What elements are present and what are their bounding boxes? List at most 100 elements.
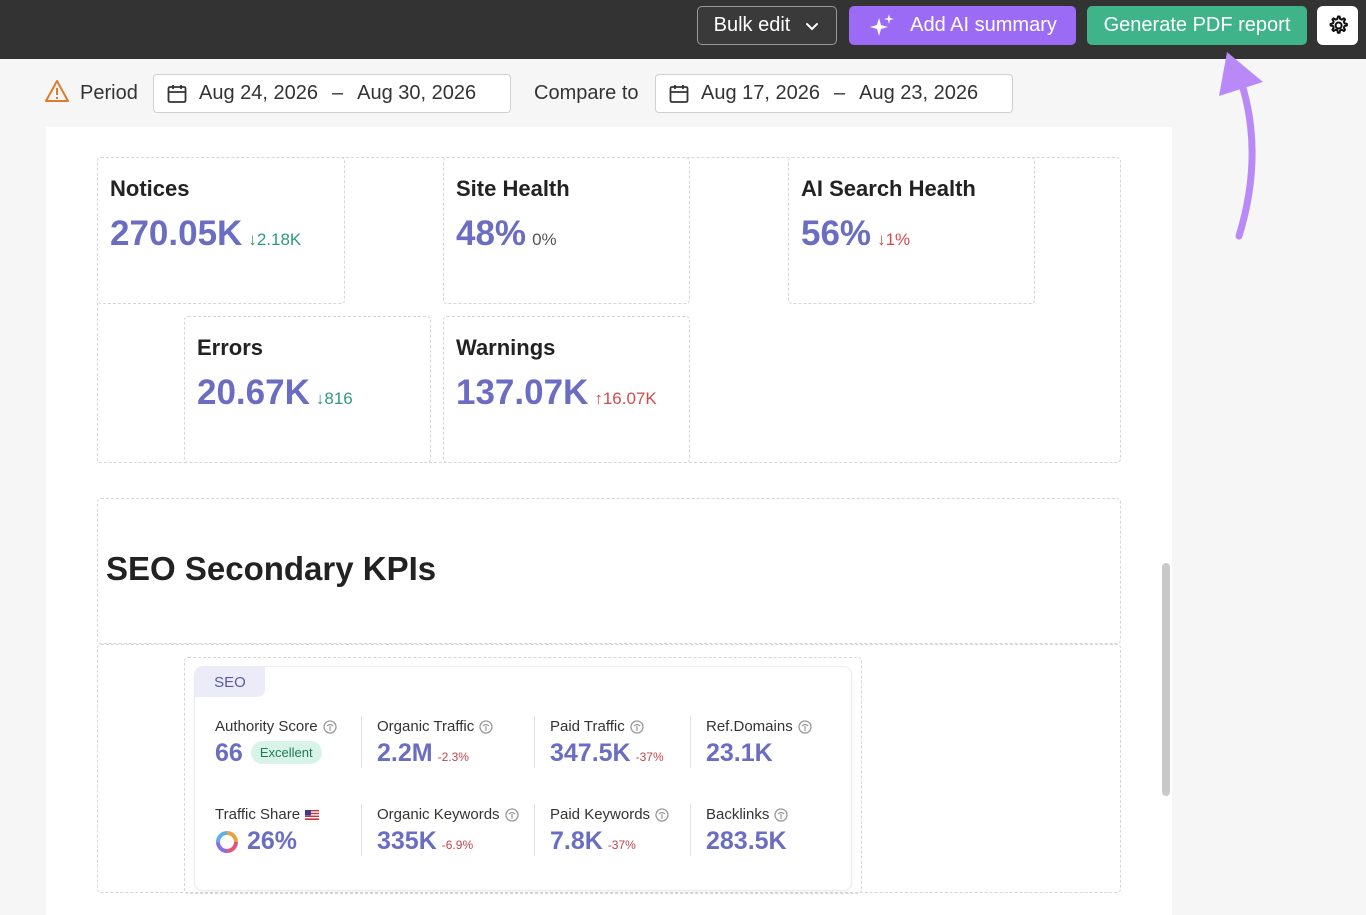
organic-keywords-value: 335K — [377, 827, 437, 855]
warnings-card[interactable]: Warnings 137.07K ↑16.07K — [443, 316, 690, 463]
paid-keywords-value: 7.8K — [550, 827, 603, 855]
chevron-down-icon — [806, 22, 819, 30]
ai-search-health-value-row: 56% ↓1% — [801, 214, 910, 254]
errors-value: 20.67K — [197, 373, 310, 412]
settings-button[interactable] — [1317, 6, 1358, 45]
backlinks-label: Backlinks — [706, 806, 770, 823]
traffic-share-value: 26% — [247, 827, 298, 855]
authority-score-value: 66 — [215, 739, 243, 767]
arrow-down-icon: ↓ — [315, 389, 325, 408]
backlinks-kpi: Backlinks 283.5K — [706, 806, 789, 856]
site-health-value: 48% — [456, 214, 527, 253]
organic-traffic-value: 2.2M — [377, 739, 433, 767]
period-label: Period — [80, 82, 138, 104]
site-health-card[interactable]: Site Health 48% 0% — [443, 157, 690, 304]
kpi-divider — [690, 804, 691, 856]
info-icon[interactable] — [655, 807, 669, 822]
ai-search-health-card[interactable]: AI Search Health 56% ↓1% — [788, 157, 1035, 304]
warnings-value: 137.07K — [456, 373, 589, 412]
paid-keywords-label: Paid Keywords — [550, 806, 651, 823]
add-ai-summary-button[interactable]: Add AI summary — [849, 6, 1076, 45]
traffic-share-label: Traffic Share — [215, 806, 301, 823]
kpi-divider — [361, 804, 362, 856]
notices-value: 270.05K — [110, 214, 243, 253]
warnings-title: Warnings — [456, 335, 556, 360]
paid-keywords-delta: -37% — [607, 838, 636, 852]
errors-delta: ↓816 — [316, 389, 353, 408]
ai-search-health-title: AI Search Health — [801, 176, 976, 201]
gear-icon — [1329, 15, 1348, 34]
warnings-delta: ↑16.07K — [594, 389, 656, 408]
date-separator: – — [834, 82, 846, 104]
kpi-divider — [534, 804, 535, 856]
info-icon[interactable] — [322, 719, 337, 734]
info-icon[interactable] — [479, 719, 493, 734]
date-separator: – — [332, 82, 344, 104]
bulk-edit-button[interactable]: Bulk edit — [697, 6, 837, 45]
ai-search-health-value: 56% — [801, 214, 872, 253]
organic-keywords-label: Organic Keywords — [377, 806, 500, 823]
organic-keywords-kpi: Organic Keywords 335K -6.9% — [377, 806, 519, 856]
organic-traffic-kpi: Organic Traffic 2.2M -2.3% — [377, 718, 493, 768]
seo-widget-zone — [97, 644, 1121, 893]
warnings-delta-value: 16.07K — [602, 389, 657, 408]
ai-search-health-delta-value: 1% — [885, 230, 911, 249]
vertical-scrollbar[interactable] — [1162, 563, 1170, 796]
us-flag-icon — [305, 809, 320, 820]
notices-value-row: 270.05K ↓2.18K — [110, 214, 301, 254]
period-start-date: Aug 24, 2026 — [199, 82, 318, 104]
compare-end-date: Aug 23, 2026 — [859, 82, 979, 104]
calendar-icon — [167, 84, 187, 103]
sparkle-icon — [870, 13, 895, 36]
bulk-edit-label: Bulk edit — [713, 14, 791, 36]
site-health-value-row: 48% 0% — [456, 214, 557, 254]
calendar-icon — [669, 84, 689, 103]
info-icon[interactable] — [798, 719, 812, 734]
period-date-range[interactable]: Aug 24, 2026 – Aug 30, 2026 — [153, 74, 511, 113]
annotation-arrow-icon — [1219, 52, 1263, 240]
compare-date-range[interactable]: Aug 17, 2026 – Aug 23, 2026 — [655, 74, 1013, 113]
site-health-delta: 0% — [532, 230, 557, 249]
traffic-share-kpi: Traffic Share 26% — [215, 806, 320, 856]
ref-domains-label: Ref.Domains — [706, 718, 793, 735]
warnings-value-row: 137.07K ↑16.07K — [456, 373, 657, 413]
kpi-divider — [361, 716, 362, 768]
paid-traffic-kpi: Paid Traffic 347.5K -37% — [550, 718, 664, 768]
authority-score-label: Authority Score — [215, 718, 318, 735]
organic-traffic-delta: -2.3% — [437, 750, 469, 764]
notices-card[interactable]: Notices 270.05K ↓2.18K — [97, 157, 345, 304]
paid-traffic-delta: -37% — [635, 750, 664, 764]
donut-chart-icon — [216, 830, 238, 853]
notices-delta-value: 2.18K — [256, 230, 302, 249]
seo-widget-frame — [184, 657, 862, 894]
kpi-divider — [534, 716, 535, 768]
backlinks-value: 283.5K — [706, 827, 787, 855]
generate-pdf-report-button[interactable]: Generate PDF report — [1087, 6, 1307, 45]
kpi-divider — [690, 716, 691, 768]
site-health-title: Site Health — [456, 176, 570, 201]
paid-traffic-value: 347.5K — [550, 739, 631, 767]
errors-card[interactable]: Errors 20.67K ↓816 — [184, 316, 431, 463]
notices-title: Notices — [110, 176, 190, 201]
top-toolbar: Bulk edit Add AI summary Generate PDF re… — [0, 0, 1366, 59]
ai-search-health-delta: ↓1% — [877, 230, 910, 249]
errors-value-row: 20.67K ↓816 — [197, 373, 353, 413]
seo-secondary-kpis-title: SEO Secondary KPIs — [106, 550, 437, 587]
errors-delta-value: 816 — [324, 389, 353, 408]
add-ai-summary-label: Add AI summary — [910, 14, 1057, 36]
info-icon[interactable] — [630, 719, 644, 734]
arrow-down-icon: ↓ — [248, 230, 257, 249]
arrow-up-icon: ↑ — [594, 389, 603, 408]
section-header-zone — [97, 498, 1121, 644]
period-end-date: Aug 30, 2026 — [357, 82, 477, 104]
info-icon[interactable] — [504, 807, 519, 822]
organic-keywords-delta: -6.9% — [441, 838, 474, 852]
info-icon[interactable] — [774, 807, 789, 822]
compare-start-date: Aug 17, 2026 — [701, 82, 820, 104]
paid-keywords-kpi: Paid Keywords 7.8K -37% — [550, 806, 669, 856]
ref-domains-value: 23.1K — [706, 739, 773, 767]
authority-score-kpi: Authority Score 66 Excellent — [215, 718, 337, 768]
warning-icon — [45, 80, 69, 102]
notices-delta: ↓2.18K — [248, 230, 301, 249]
seo-kpi-card[interactable] — [195, 667, 851, 890]
